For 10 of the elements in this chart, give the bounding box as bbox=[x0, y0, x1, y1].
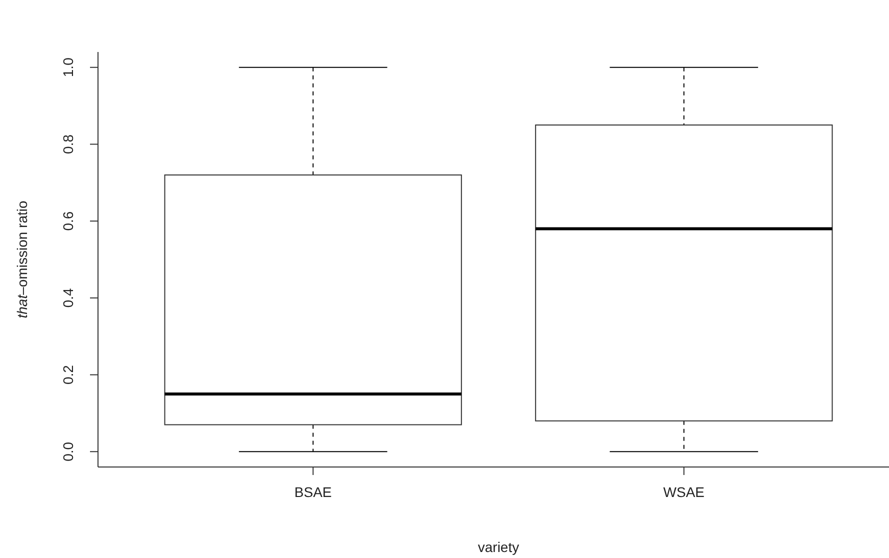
y-tick-label: 0.2 bbox=[60, 364, 76, 385]
y-tick-label: 1.0 bbox=[60, 57, 76, 78]
y-tick-label: 0.0 bbox=[60, 442, 76, 462]
x-axis-title: variety bbox=[478, 539, 520, 555]
y-tick-label: 0.6 bbox=[60, 211, 76, 231]
y-tick-label: 0.8 bbox=[60, 134, 76, 154]
y-tick-label: 0.4 bbox=[60, 288, 76, 308]
y-axis-title: that–omission ratio bbox=[14, 200, 30, 318]
x-tick-label: BSAE bbox=[294, 484, 332, 500]
x-tick-label: WSAE bbox=[663, 484, 705, 500]
